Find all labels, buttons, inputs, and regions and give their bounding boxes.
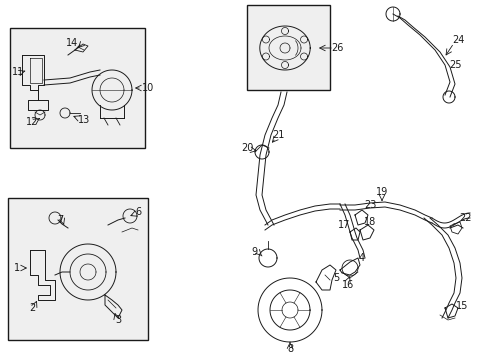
Text: 11: 11 xyxy=(12,67,24,77)
Text: 22: 22 xyxy=(458,213,470,223)
Text: 18: 18 xyxy=(363,217,375,227)
Text: 3: 3 xyxy=(115,315,121,325)
Text: 2: 2 xyxy=(29,303,35,313)
Bar xyxy=(8,198,148,340)
Text: 9: 9 xyxy=(250,247,257,257)
Text: 12: 12 xyxy=(26,117,38,127)
Text: 20: 20 xyxy=(240,143,253,153)
Text: 14: 14 xyxy=(66,38,78,48)
Text: 1: 1 xyxy=(14,263,20,273)
Text: 26: 26 xyxy=(330,43,343,53)
Text: 5: 5 xyxy=(332,273,339,283)
Text: 21: 21 xyxy=(271,130,284,140)
Text: 10: 10 xyxy=(142,83,154,93)
Text: 7: 7 xyxy=(57,215,63,225)
Text: 24: 24 xyxy=(451,35,463,45)
Text: 25: 25 xyxy=(448,60,460,70)
Text: 19: 19 xyxy=(375,187,387,197)
Text: 23: 23 xyxy=(363,200,375,210)
Bar xyxy=(246,5,329,90)
Text: 15: 15 xyxy=(455,301,467,311)
Text: 16: 16 xyxy=(341,280,353,290)
Text: 4: 4 xyxy=(358,253,365,263)
Bar xyxy=(10,28,145,148)
Text: 13: 13 xyxy=(78,115,90,125)
Text: 17: 17 xyxy=(337,220,349,230)
Text: 6: 6 xyxy=(135,207,141,217)
Text: 8: 8 xyxy=(286,344,292,354)
